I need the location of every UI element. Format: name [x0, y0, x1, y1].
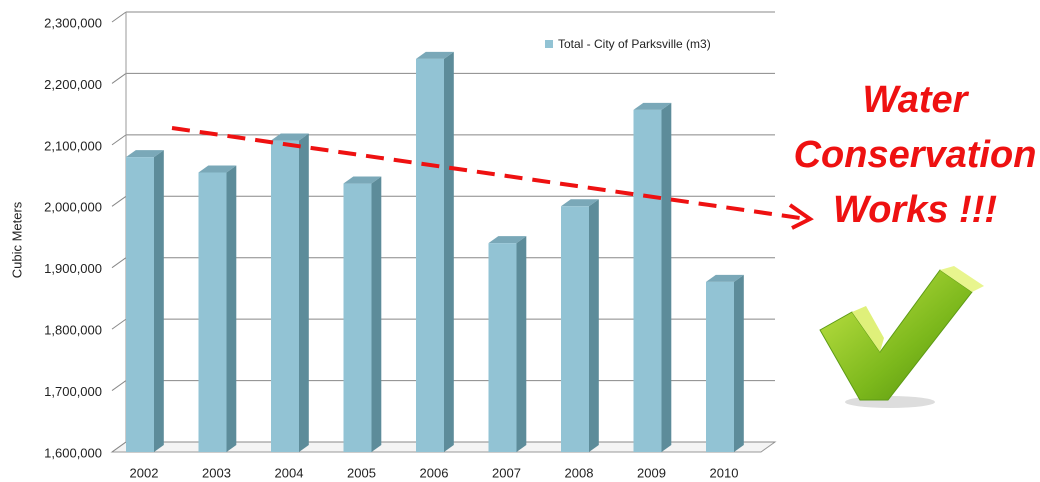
bar-front	[416, 58, 444, 452]
bar-top	[126, 150, 164, 158]
x-tick-label: 2002	[130, 465, 159, 480]
x-tick-label: 2005	[347, 465, 376, 480]
legend-label: Total - City of Parksville (m3)	[558, 37, 711, 51]
x-tick-label: 2009	[637, 465, 666, 480]
bar	[488, 236, 527, 452]
y-tick-label: 1,600,000	[44, 445, 102, 460]
y-tick-label: 1,900,000	[44, 261, 102, 276]
checkmark-icon	[819, 266, 984, 408]
bar-side	[589, 199, 599, 452]
x-tick-label: 2007	[492, 465, 521, 480]
bar-side	[734, 274, 744, 452]
y-axis-label: Cubic Meters	[9, 201, 24, 278]
bar-top	[488, 236, 527, 244]
x-tick-label: 2008	[565, 465, 594, 480]
grid-line	[111, 73, 127, 84]
legend-swatch	[545, 40, 553, 48]
bar	[343, 176, 382, 453]
bar-top	[633, 102, 672, 110]
bar-front	[271, 140, 299, 453]
bar-front	[633, 109, 662, 452]
bar-front	[561, 206, 589, 452]
bar-side	[516, 236, 527, 452]
grid-line	[111, 441, 127, 453]
bar-side	[226, 165, 237, 452]
grid-line	[111, 195, 127, 207]
y-tick-label: 1,800,000	[44, 323, 102, 338]
x-tick-label: 2006	[420, 465, 449, 480]
y-tick-label: 1,700,000	[44, 384, 102, 399]
bar-top	[706, 274, 744, 282]
bar-front	[488, 243, 517, 452]
bar-front	[706, 281, 734, 452]
annotation: Water	[863, 79, 970, 121]
bar-top	[416, 51, 454, 59]
grid-line	[111, 11, 127, 23]
x-tick-label: 2003	[202, 465, 231, 480]
bar-side	[444, 51, 454, 452]
grid-line	[111, 257, 127, 269]
y-tick-label: 2,100,000	[44, 138, 102, 153]
bar	[416, 51, 454, 452]
bar-front	[343, 183, 372, 453]
x-tick-label: 2004	[275, 465, 304, 480]
y-tick-label: 2,000,000	[44, 200, 102, 215]
grid-line	[111, 380, 127, 391]
bar-side	[299, 133, 309, 453]
y-tick-label: 2,200,000	[44, 77, 102, 92]
annotation: Conservation	[794, 134, 1037, 176]
annotation: Works !!!	[833, 189, 997, 231]
bar	[561, 199, 599, 452]
bar	[706, 274, 744, 452]
bar-top	[198, 165, 237, 173]
bar	[271, 133, 309, 453]
bar-top	[561, 199, 599, 207]
grid-line	[111, 318, 127, 330]
bar-front	[126, 157, 154, 452]
bar-front	[198, 172, 227, 452]
bar-top	[343, 176, 382, 184]
plot: 1,600,000 1,700,000 1,800,000 1,900,000 2,00…	[44, 11, 777, 480]
y-tick-label: 2,300,000	[44, 15, 102, 30]
bar	[633, 102, 672, 452]
grid-line	[111, 134, 127, 146]
bar	[126, 150, 164, 452]
bar	[198, 165, 237, 452]
bar-side	[661, 102, 672, 452]
trend-arrow	[171, 126, 814, 230]
bar-top	[271, 133, 309, 141]
x-tick-label: 2010	[710, 465, 739, 480]
bar-side	[154, 150, 164, 452]
bar-side	[371, 176, 382, 453]
